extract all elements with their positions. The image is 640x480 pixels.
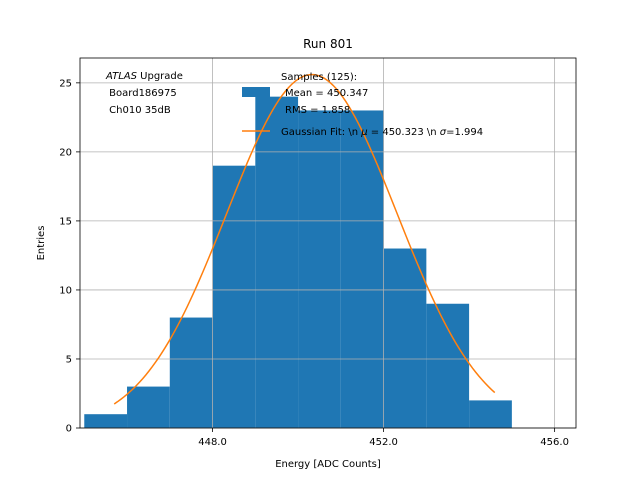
histogram-bar: [426, 303, 470, 428]
legend-fit-sigma-value: =1.994: [446, 127, 483, 138]
histogram-bar: [127, 386, 170, 428]
y-axis-label: Entries: [36, 226, 47, 261]
atlas-label: ATLAS: [105, 71, 138, 82]
legend-fit-prefix: Gaussian Fit: \n: [281, 127, 361, 138]
y-tick-label: 0: [66, 424, 72, 435]
histogram-bar: [340, 110, 384, 429]
legend-mean: Mean = 450.347: [285, 88, 368, 99]
x-tick-label: 448.0: [198, 437, 227, 448]
legend-fit-mu-symbol: μ: [360, 127, 367, 138]
y-tick-label: 5: [66, 354, 72, 365]
gaussian-fit-curve: [113, 73, 496, 405]
y-tick-label: 15: [59, 216, 72, 227]
histogram-bar: [469, 400, 512, 428]
histogram-bar: [255, 96, 299, 429]
plot-area: [79, 57, 577, 429]
x-tick-label: 456.0: [540, 437, 569, 448]
histogram-bar: [383, 248, 427, 428]
y-tick-label: 20: [59, 147, 72, 158]
y-tick-label: 10: [59, 285, 72, 296]
x-axis-label: Energy [ADC Counts]: [275, 459, 381, 470]
annotation-channel: Ch010 35dB: [106, 105, 171, 116]
atlas-annotation: ATLAS Upgrade Board186975 Ch010 35dB: [105, 71, 183, 116]
upgrade-label: Upgrade: [137, 71, 183, 82]
histogram-bar: [298, 110, 341, 429]
histogram-bar: [212, 165, 256, 428]
legend-histogram-swatch: [242, 87, 270, 97]
x-axis-ticks: 448.0 452.0 456.0: [198, 428, 569, 448]
legend-fit-mu-value: = 450.323 \n: [368, 127, 440, 138]
chart-title: Run 801: [303, 37, 353, 51]
x-tick-label: 452.0: [369, 437, 398, 448]
legend: Samples (125): Mean = 450.347 RMS = 1.85…: [242, 72, 483, 138]
histogram-bar: [84, 414, 128, 428]
legend-samples-title: Samples (125):: [281, 72, 357, 83]
legend-rms: RMS = 1.858: [285, 105, 350, 116]
legend-fit-sigma-symbol: σ: [440, 127, 447, 138]
y-axis-ticks: 0 5 10 15 20 25: [59, 78, 80, 435]
annotation-line-1: ATLAS Upgrade: [105, 71, 183, 82]
axes-frame: [79, 57, 577, 429]
histogram-bar: [169, 317, 213, 428]
y-tick-label: 25: [59, 78, 72, 89]
legend-fit-label: Gaussian Fit: \n μ = 450.323 \n σ=1.994: [281, 127, 483, 138]
annotation-board: Board186975: [106, 88, 177, 99]
